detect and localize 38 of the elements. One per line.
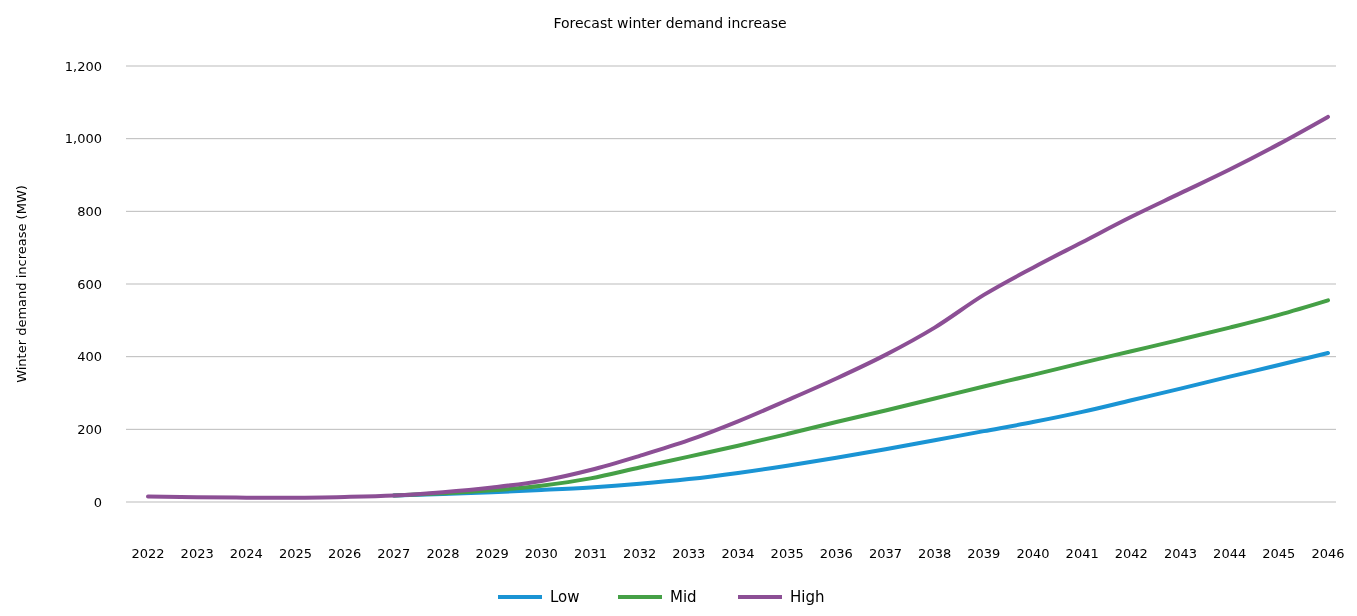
x-tick-label: 2034 bbox=[721, 546, 755, 561]
chart-title: Forecast winter demand increase bbox=[553, 15, 787, 31]
x-tick-label: 2038 bbox=[918, 546, 952, 561]
x-tick-label: 2046 bbox=[1311, 546, 1345, 561]
x-tick-label: 2044 bbox=[1213, 546, 1247, 561]
x-tick-label: 2026 bbox=[328, 546, 362, 561]
x-tick-label: 2041 bbox=[1065, 546, 1099, 561]
x-tick-label: 2036 bbox=[819, 546, 853, 561]
y-tick-label: 1,000 bbox=[64, 131, 102, 147]
x-tick-label: 2035 bbox=[770, 546, 804, 561]
x-tick-label: 2027 bbox=[377, 546, 411, 561]
y-tick-label: 1,200 bbox=[64, 58, 102, 74]
y-tick-label: 200 bbox=[77, 421, 102, 437]
y-tick-label: 0 bbox=[93, 494, 102, 510]
y-tick-label: 800 bbox=[77, 203, 102, 219]
x-tick-label: 2029 bbox=[475, 546, 509, 561]
x-tick-label: 2032 bbox=[623, 546, 657, 561]
x-tick-label: 2039 bbox=[967, 546, 1001, 561]
x-tick-label: 2028 bbox=[426, 546, 460, 561]
legend-label: High bbox=[790, 588, 825, 606]
legend-label: Mid bbox=[670, 588, 697, 606]
x-tick-label: 2033 bbox=[672, 546, 706, 561]
legend-label: Low bbox=[550, 588, 580, 606]
x-tick-label: 2022 bbox=[131, 546, 165, 561]
line-series bbox=[146, 114, 1330, 500]
x-tick-label: 2043 bbox=[1163, 546, 1198, 561]
y-tick-label: 600 bbox=[77, 276, 102, 292]
y-tick-label: 400 bbox=[77, 349, 102, 365]
x-tick-label: 2042 bbox=[1114, 546, 1148, 561]
x-tick-label: 2037 bbox=[868, 546, 903, 561]
x-tick-label: 2040 bbox=[1016, 546, 1050, 561]
x-tick-label: 2024 bbox=[229, 546, 263, 561]
y-axis-title: Winter demand increase (MW) bbox=[14, 185, 29, 383]
x-tick-label: 2031 bbox=[573, 546, 608, 561]
x-tick-label: 2023 bbox=[180, 546, 214, 561]
x-tick-label: 2025 bbox=[278, 546, 313, 561]
x-tick-label: 2045 bbox=[1262, 546, 1296, 561]
x-tick-label: 2030 bbox=[524, 546, 558, 561]
